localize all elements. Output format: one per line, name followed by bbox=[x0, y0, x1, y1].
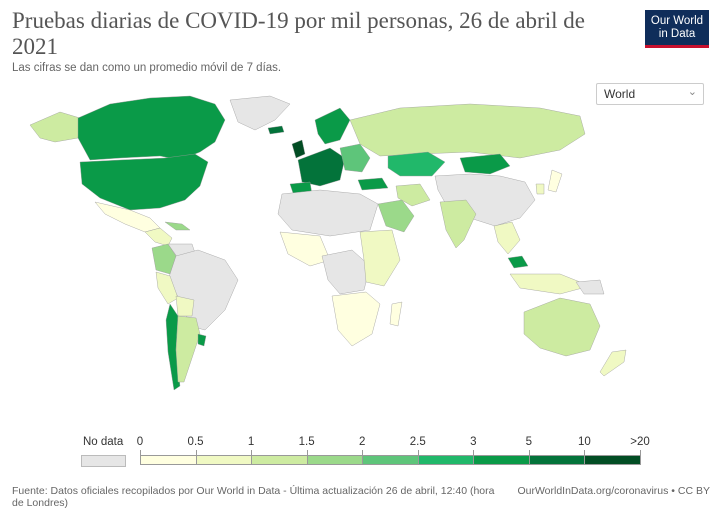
country-malaysia[interactable] bbox=[507, 255, 529, 269]
region-central-africa[interactable] bbox=[321, 249, 371, 295]
region-central-america[interactable] bbox=[144, 227, 173, 247]
country-canada[interactable] bbox=[77, 95, 226, 161]
owid-logo[interactable]: Our World in Data bbox=[645, 10, 709, 48]
country-indonesia[interactable] bbox=[509, 273, 591, 295]
country-japan[interactable] bbox=[547, 169, 563, 193]
logo-line-1: Our World bbox=[650, 15, 704, 27]
region-east-africa[interactable] bbox=[359, 229, 401, 287]
legend-bin-6[interactable] bbox=[473, 455, 530, 465]
legend-tick-label: 1 bbox=[247, 436, 255, 448]
legend-bin-4[interactable] bbox=[362, 455, 419, 465]
legend-bin-7[interactable] bbox=[528, 455, 586, 465]
country-uk[interactable] bbox=[291, 139, 306, 159]
region-scandinavia[interactable] bbox=[314, 107, 351, 145]
region-southeast-asia[interactable] bbox=[493, 221, 521, 255]
country-alaska[interactable] bbox=[29, 111, 81, 143]
chart-subtitle: Las cifras se dan como un promedio móvil… bbox=[12, 62, 282, 74]
legend-tick-label: 0.5 bbox=[187, 436, 204, 448]
legend-tick-label: 5 bbox=[525, 436, 533, 448]
country-kazakhstan[interactable] bbox=[387, 151, 446, 177]
country-saudi-arabia[interactable] bbox=[377, 199, 415, 233]
country-new-zealand[interactable] bbox=[599, 349, 627, 377]
legend-bin-5[interactable] bbox=[417, 455, 475, 465]
legend-tick-mark bbox=[528, 450, 530, 457]
legend-tick-label: 1.5 bbox=[298, 436, 315, 448]
legend-tick-mark bbox=[251, 450, 253, 457]
country-mongolia[interactable] bbox=[459, 153, 511, 175]
region-select[interactable]: World ⌄ bbox=[596, 83, 704, 105]
legend-tick-label: 2.5 bbox=[409, 436, 426, 448]
legend-tick-label: 0 bbox=[136, 436, 144, 448]
country-turkey[interactable] bbox=[357, 177, 389, 191]
country-peru[interactable] bbox=[155, 271, 179, 305]
legend-bin-0[interactable] bbox=[140, 455, 197, 465]
logo-line-2: in Data bbox=[658, 28, 696, 40]
legend-tick-label: 2 bbox=[359, 436, 366, 448]
legend-bin-1[interactable] bbox=[195, 455, 253, 465]
country-madagascar[interactable] bbox=[389, 301, 403, 327]
legend-tick-mark bbox=[140, 450, 141, 457]
country-korea[interactable] bbox=[535, 183, 545, 195]
country-iceland[interactable] bbox=[267, 125, 285, 135]
footer-source[interactable]: Fuente: Datos oficiales recopilados por … bbox=[12, 485, 495, 509]
region-caribbean[interactable] bbox=[164, 221, 191, 231]
country-russia[interactable] bbox=[349, 103, 586, 159]
legend-bin-8[interactable] bbox=[584, 455, 641, 465]
legend-bin-2[interactable] bbox=[251, 455, 308, 465]
logo-underline bbox=[645, 45, 709, 48]
region-southern-africa[interactable] bbox=[331, 291, 381, 347]
country-australia[interactable] bbox=[523, 297, 601, 357]
legend-bin-3[interactable] bbox=[306, 455, 364, 465]
legend-tick-label: >20 bbox=[630, 436, 650, 448]
country-usa[interactable] bbox=[79, 153, 209, 211]
legend-tick-label: 3 bbox=[470, 436, 477, 448]
legend-tick-mark bbox=[195, 450, 197, 457]
country-bolivia[interactable] bbox=[175, 295, 195, 317]
country-papua-new-guinea[interactable] bbox=[575, 279, 605, 295]
country-india[interactable] bbox=[439, 199, 477, 249]
region-select-value: World bbox=[604, 87, 636, 101]
country-iran[interactable] bbox=[395, 183, 431, 207]
chevron-down-icon: ⌄ bbox=[687, 86, 697, 98]
chart-title: Pruebas diarias de COVID-19 por mil pers… bbox=[12, 8, 585, 59]
legend-tick-mark bbox=[473, 450, 475, 457]
country-argentina[interactable] bbox=[175, 315, 201, 383]
world-map[interactable] bbox=[0, 90, 722, 410]
region-western-europe[interactable] bbox=[297, 147, 346, 187]
footer-credit[interactable]: OurWorldInData.org/coronavirus • CC BY bbox=[517, 485, 710, 497]
country-uruguay[interactable] bbox=[197, 333, 207, 347]
region-eastern-europe[interactable] bbox=[339, 143, 371, 173]
legend-tick-mark bbox=[584, 450, 586, 457]
legend-tick-label: 10 bbox=[578, 436, 591, 448]
region-north-africa[interactable] bbox=[277, 189, 379, 237]
legend-no-data-swatch[interactable] bbox=[81, 455, 126, 467]
legend-no-data-label: No data bbox=[83, 436, 124, 448]
legend-tick-mark bbox=[640, 450, 641, 457]
legend-tick-mark bbox=[306, 450, 308, 457]
country-greenland[interactable] bbox=[229, 95, 291, 131]
region-west-africa[interactable] bbox=[279, 231, 331, 267]
legend-tick-mark bbox=[417, 450, 419, 457]
legend-tick-mark bbox=[362, 450, 364, 457]
